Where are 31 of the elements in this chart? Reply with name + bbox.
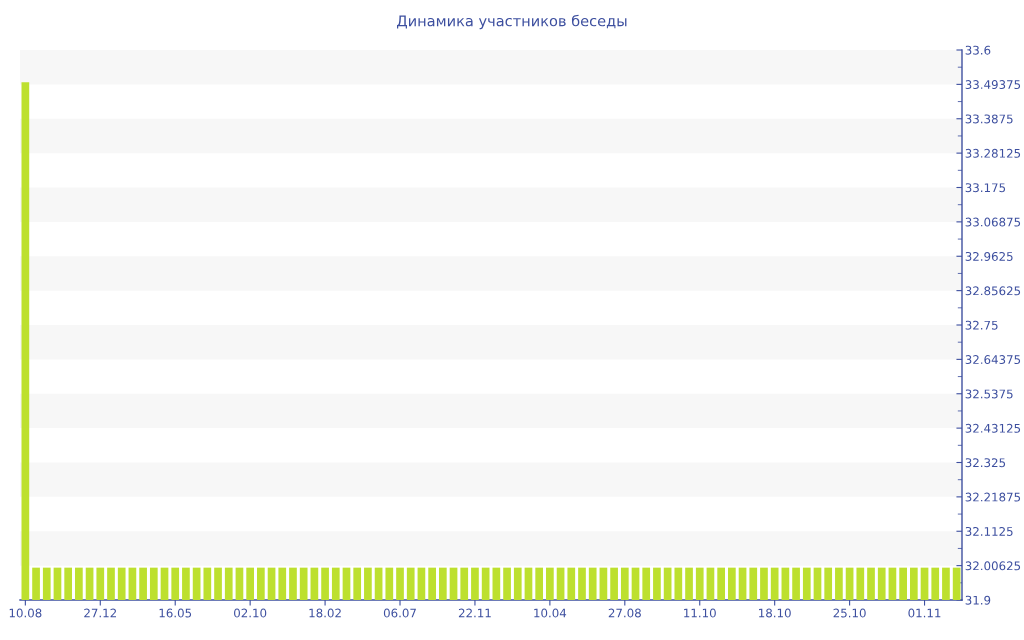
y-tick-label: 33.06875 [965, 217, 1021, 227]
y-tick-label: 32.75 [965, 320, 998, 330]
y-tick-label: 32.325 [965, 458, 1006, 468]
y-tick-label: 32.9625 [965, 251, 1013, 261]
x-tick-label: 18.10 [759, 608, 791, 618]
x-tick-label: 06.07 [383, 608, 416, 618]
y-tick-label: 32.64375 [965, 355, 1021, 365]
y-tick-label: 33.28125 [965, 148, 1021, 158]
y-tick-label: 32.00625 [965, 561, 1021, 571]
y-tick-label: 32.85625 [965, 286, 1021, 296]
y-tick-label: 31.9 [965, 595, 991, 605]
x-tick-label: 11.10 [684, 608, 716, 618]
x-tick-label: 01.11 [908, 608, 941, 618]
x-tick-label: 22.11 [458, 608, 491, 618]
y-tick-label: 32.43125 [965, 423, 1021, 433]
x-tick-label: 25.10 [833, 608, 866, 618]
y-tick-label: 33.175 [965, 183, 1006, 193]
chart-title: Динамика участников беседы [397, 14, 627, 30]
x-tick-label: 27.12 [84, 608, 116, 618]
x-tick-label: 16.05 [159, 608, 192, 618]
y-tick-label: 33.3875 [965, 114, 1013, 124]
y-tick-label: 32.21875 [965, 492, 1021, 502]
y-tick-label: 32.1125 [965, 526, 1013, 536]
x-tick-label: 10.04 [534, 608, 567, 618]
y-tick-label: 32.5375 [965, 389, 1013, 399]
y-tick-label: 33.6 [965, 45, 991, 55]
x-tick-label: 18.02 [309, 608, 341, 618]
y-tick-label: 33.49375 [965, 80, 1021, 90]
x-tick-label: 27.08 [608, 608, 641, 618]
x-tick-label: 02.10 [234, 608, 267, 618]
x-tick-label: 10.08 [9, 608, 42, 618]
